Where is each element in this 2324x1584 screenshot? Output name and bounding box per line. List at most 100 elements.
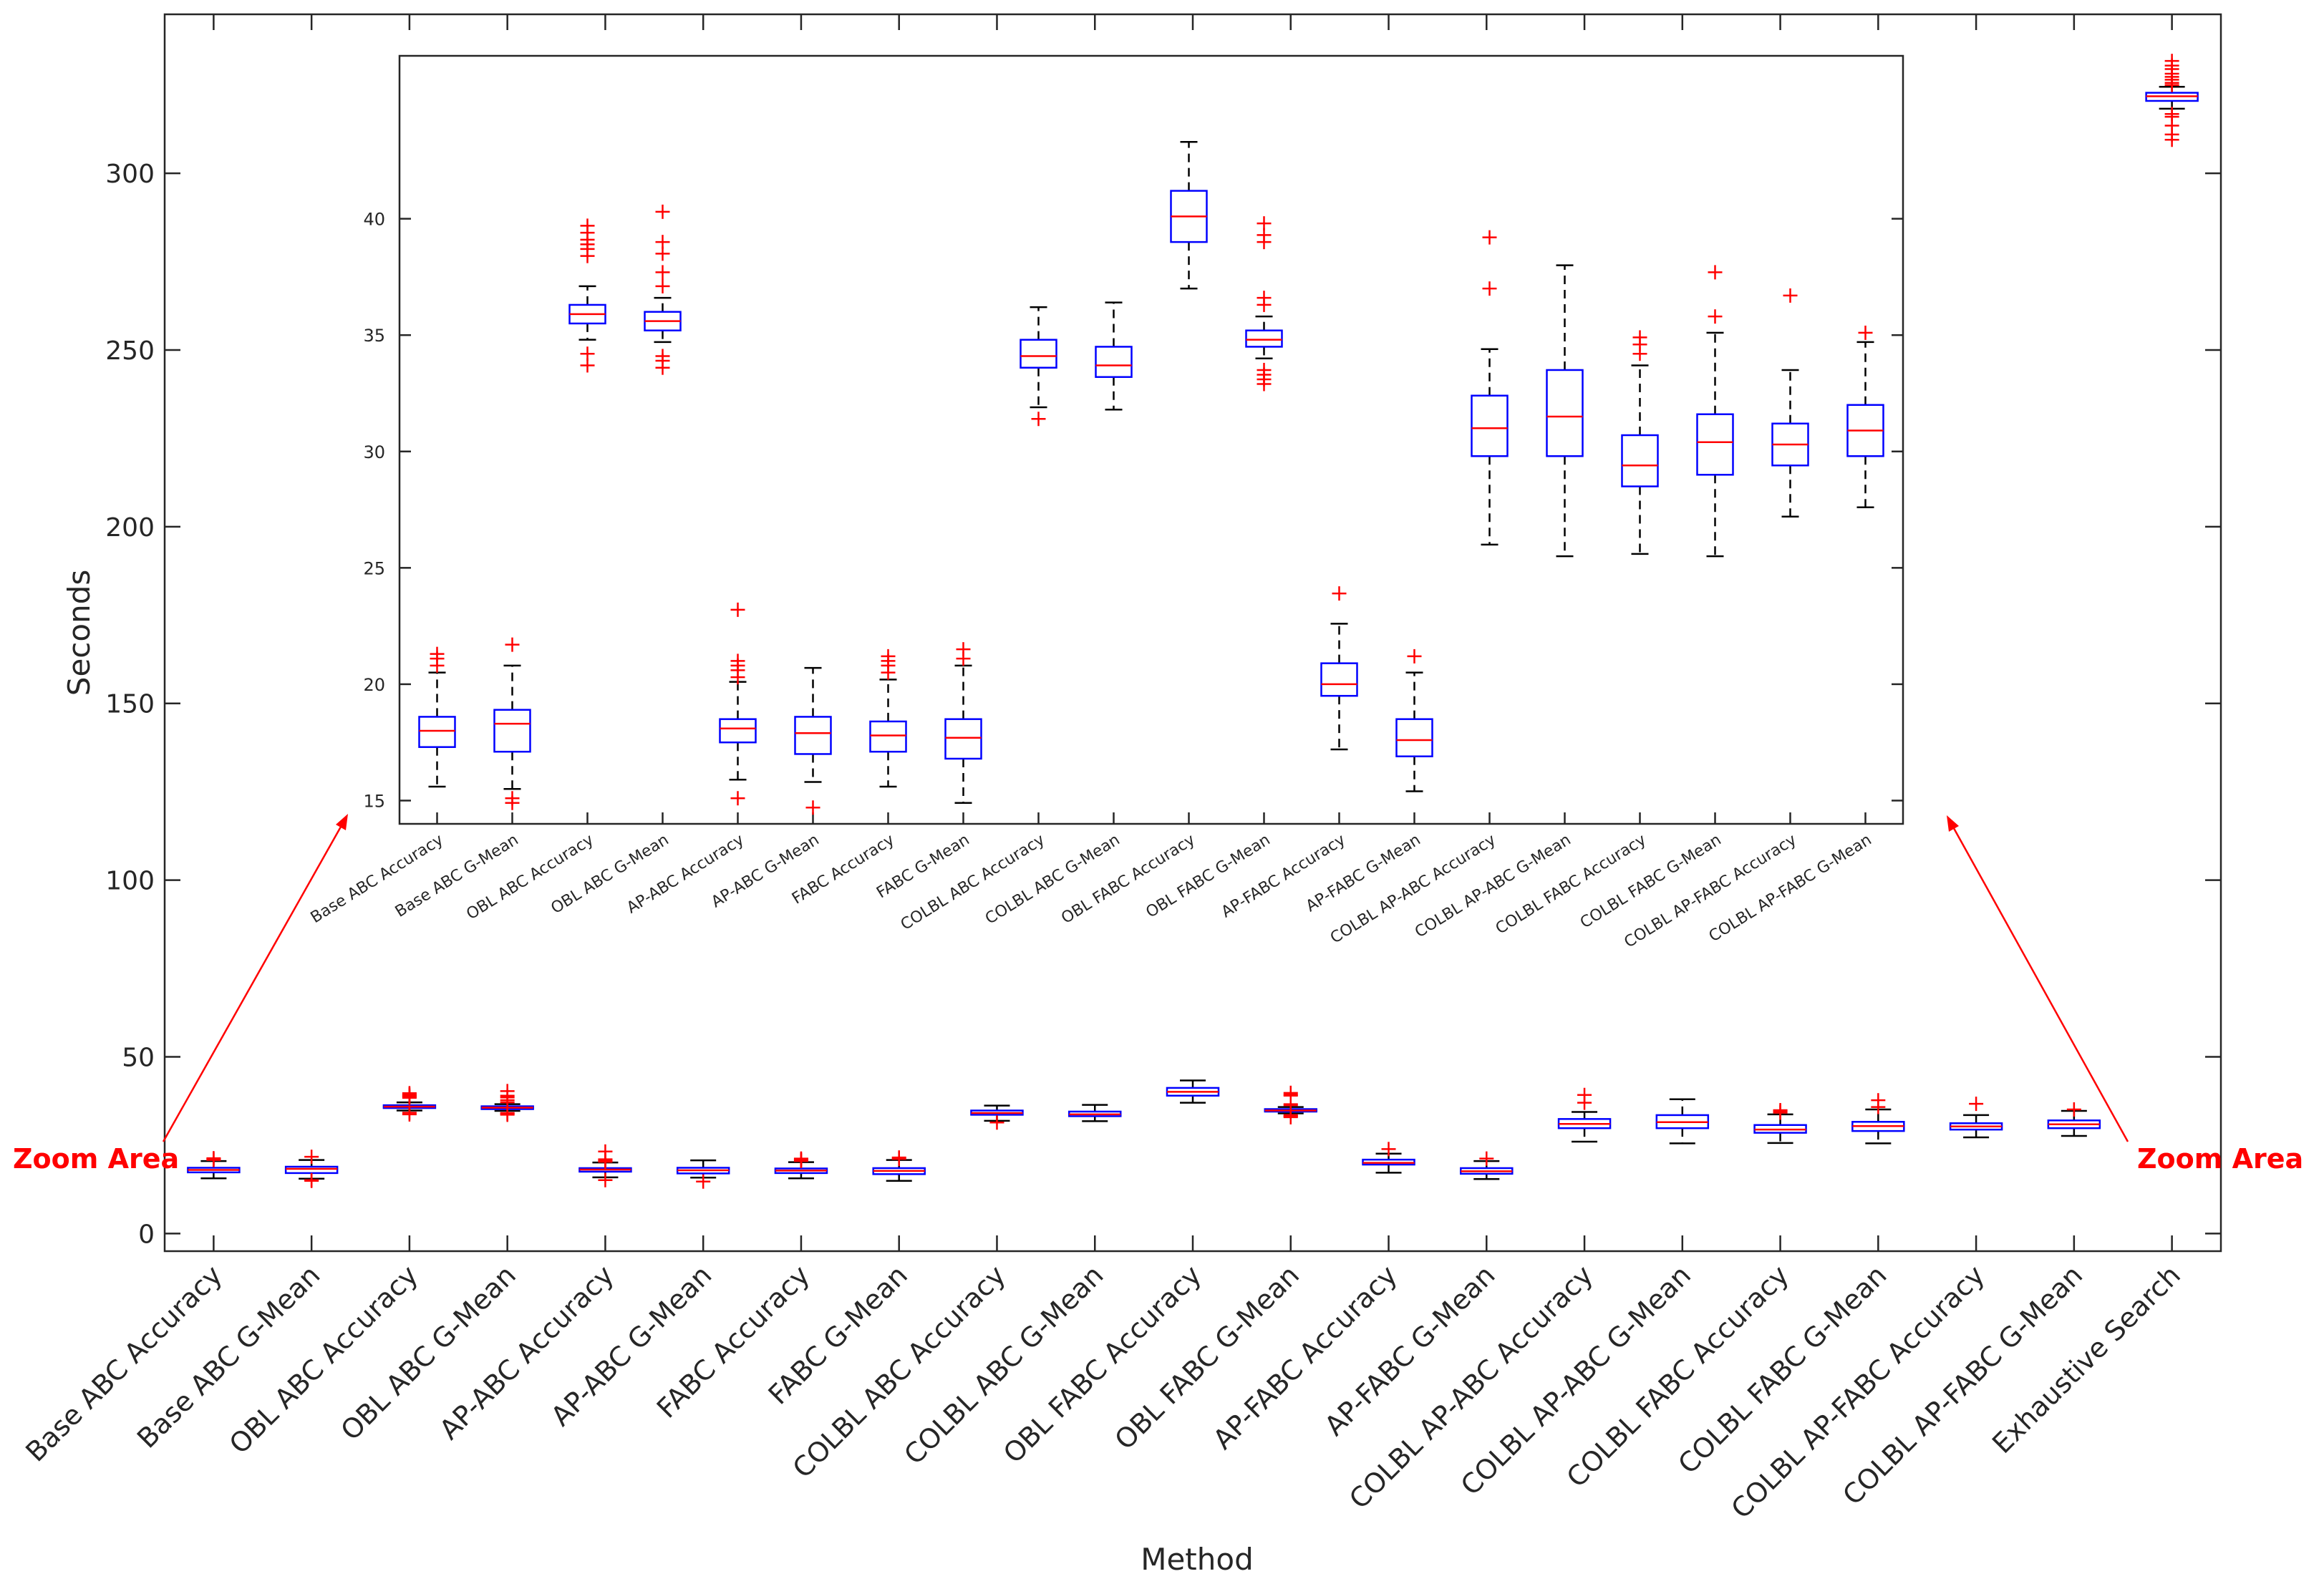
box-iqr <box>1320 662 1358 697</box>
outlier-point <box>1482 230 1497 245</box>
inset-boxplot <box>719 602 757 806</box>
outlier-point <box>1332 586 1347 601</box>
outlier-point <box>793 1151 808 1166</box>
main-boxplot <box>2145 54 2199 147</box>
main-boxes <box>187 54 2199 1189</box>
box-iqr <box>794 716 832 755</box>
outlier-point <box>1482 281 1497 296</box>
outlier-point <box>655 235 670 250</box>
main-boxplot <box>872 1150 926 1182</box>
outlier-point <box>500 1084 515 1099</box>
inset-x-category-label: Base ABC G-Mean <box>392 831 522 921</box>
outlier-point <box>505 791 520 806</box>
outlier-point <box>2066 1102 2081 1117</box>
main-boxplot <box>774 1151 828 1180</box>
inset-boxplot <box>1320 586 1358 751</box>
main-boxplot <box>1460 1151 1514 1180</box>
outlier-point <box>730 791 745 806</box>
inset-boxplot <box>1471 230 1509 546</box>
x-category-label: OBL FABC Accuracy <box>997 1259 1208 1469</box>
box-iqr <box>1621 434 1659 487</box>
inset-boxplot <box>1546 264 1584 558</box>
inset-boxplot <box>794 666 832 815</box>
inset-x-category-label: OBL ABC Accuracy <box>463 831 596 923</box>
outlier-point <box>1257 291 1272 306</box>
main-boxplot <box>1655 1098 1710 1145</box>
outlier-point <box>1479 1151 1494 1166</box>
inset-x-category-label: COLBL ABC Accuracy <box>898 831 1048 934</box>
outlier-point <box>2164 54 2179 69</box>
outlier-point <box>881 648 896 664</box>
x-category-label: OBL FABC G-Mean <box>1109 1259 1306 1456</box>
outlier-point <box>655 278 670 293</box>
outlier-point <box>730 653 745 669</box>
zoom-arrow-right <box>1950 822 2129 1142</box>
box-iqr <box>1471 394 1509 457</box>
outlier-point <box>1031 412 1046 427</box>
inset-y-tick-label: 30 <box>363 442 385 462</box>
outlier-point <box>206 1151 221 1166</box>
inset-boxplot <box>1170 141 1208 290</box>
box-iqr <box>1696 413 1734 476</box>
outlier-point <box>402 1105 417 1120</box>
x-category-label: COLBL ABC G-Mean <box>898 1259 1109 1470</box>
box-iqr <box>1245 329 1283 348</box>
inset-boxplot <box>1395 648 1433 792</box>
outlier-point <box>655 265 670 280</box>
y-tick-label: 150 <box>105 690 155 719</box>
x-category-label: Exhaustive Search <box>1986 1259 2187 1459</box>
x-category-label: AP-FABC G-Mean <box>1318 1259 1501 1442</box>
outlier-point <box>1407 648 1422 664</box>
outlier-point <box>1632 330 1647 345</box>
main-boxplot <box>1557 1087 1612 1143</box>
x-axis-title: Method <box>1141 1542 1254 1577</box>
inset-boxplot <box>1771 288 1809 518</box>
outlier-point <box>1257 216 1272 231</box>
main-boxplot <box>970 1104 1024 1130</box>
y-tick-label: 100 <box>105 867 155 896</box>
main-boxplot <box>676 1159 730 1189</box>
main-boxplot <box>1067 1104 1122 1122</box>
box-iqr <box>1395 718 1433 757</box>
outlier-point <box>1858 325 1873 340</box>
box-iqr <box>719 718 757 744</box>
outlier-point <box>1381 1142 1396 1157</box>
y-tick-label: 200 <box>105 513 155 543</box>
inset-y-tick-label: 35 <box>363 326 385 346</box>
outlier-point <box>1773 1103 1788 1118</box>
zoom-arrow-left-head <box>336 814 348 830</box>
y-tick-label: 250 <box>105 336 155 366</box>
box-iqr <box>418 716 456 748</box>
outlier-point <box>430 646 445 661</box>
main-boxplot <box>2047 1102 2101 1137</box>
outlier-point <box>304 1150 319 1165</box>
outlier-point <box>2164 107 2179 122</box>
box-iqr <box>493 709 531 753</box>
inset-ticks: 15 20 25 30 35 40 <box>363 210 1903 824</box>
inset-x-category-label: OBL FABC G-Mean <box>1143 831 1273 922</box>
inset-boxplot <box>1621 330 1659 555</box>
outlier-point <box>402 1086 417 1101</box>
inset-boxplot <box>1846 325 1884 509</box>
main-boxplot <box>1362 1142 1415 1174</box>
main-boxplot <box>284 1150 339 1188</box>
main-boxplot <box>480 1084 534 1122</box>
box-iqr <box>1095 346 1133 378</box>
y-tick-label: 50 <box>122 1043 155 1072</box>
outlier-point <box>598 1144 613 1159</box>
outlier-point <box>989 1115 1004 1130</box>
outlier-point <box>580 218 595 233</box>
outlier-point <box>598 1172 613 1187</box>
zoom-area-label-left: Zoom Area <box>13 1143 179 1175</box>
main-boxplot <box>1166 1079 1220 1104</box>
zoom-arrow-right-head <box>1947 815 1959 832</box>
outlier-point <box>1577 1087 1592 1102</box>
inset-y-tick-label: 40 <box>363 210 385 230</box>
inset-x-category-label: Base ABC Accuracy <box>308 831 447 927</box>
main-boxplot <box>382 1086 437 1122</box>
outlier-point <box>891 1150 906 1165</box>
inset-x-category-label: COLBL ABC G-Mean <box>982 831 1123 928</box>
inset-y-tick-label: 15 <box>363 791 385 811</box>
